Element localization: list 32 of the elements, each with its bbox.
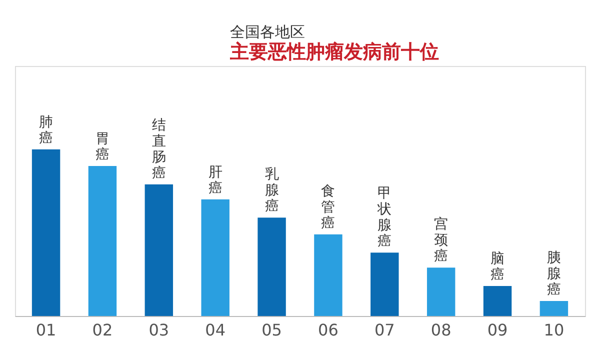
x-tick-label: 09 <box>487 320 508 340</box>
bar <box>483 286 512 316</box>
annotation: 甲状腺癌 <box>376 186 392 250</box>
bar <box>32 149 60 316</box>
x-tick-label: 03 <box>148 320 170 340</box>
annotation: 宫颈癌 <box>434 216 448 265</box>
chart-title: 全国各地区 <box>230 23 305 41</box>
bar <box>426 268 456 316</box>
x-tick-label: 07 <box>374 320 395 340</box>
x-tick-label: 10 <box>544 320 564 340</box>
x-tick-label: 08 <box>430 320 452 340</box>
x-tick-label: 02 <box>92 320 113 340</box>
bar <box>201 199 230 316</box>
annotation: 结直肠癌 <box>152 117 166 182</box>
bar <box>258 218 286 316</box>
bar <box>314 234 342 316</box>
annotation: 胰腺癌 <box>546 250 561 298</box>
text: 肺癌 <box>39 114 54 146</box>
x-tick-label: 06 <box>318 320 338 340</box>
annotation: 胃癌 <box>95 131 110 163</box>
x-tick-label: 05 <box>262 320 282 340</box>
bar <box>88 166 117 316</box>
bar <box>540 301 568 316</box>
annotation: 肝癌 <box>208 164 222 196</box>
bar <box>144 184 174 316</box>
annotation: 脑癌 <box>490 251 505 283</box>
chart-subtitle: 主要恶性肿瘤发病前十位 <box>229 41 439 63</box>
x-tick-label: 04 <box>205 320 226 340</box>
x-tick-label: 01 <box>36 320 56 340</box>
annotation: 食管癌 <box>321 183 336 232</box>
bar <box>370 252 399 316</box>
annotation: 乳腺癌 <box>264 166 279 215</box>
